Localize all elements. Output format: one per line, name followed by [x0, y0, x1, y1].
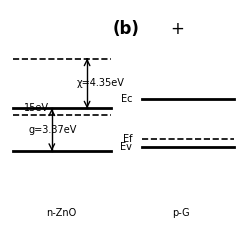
Text: g=3.37eV: g=3.37eV [28, 125, 77, 135]
Text: 15eV: 15eV [24, 103, 49, 114]
Text: (b): (b) [113, 20, 140, 38]
Text: Ef: Ef [123, 134, 132, 144]
Text: +: + [170, 20, 184, 38]
Text: n-ZnO: n-ZnO [46, 208, 77, 218]
Text: χ=4.35eV: χ=4.35eV [76, 78, 124, 88]
Text: p-G: p-G [172, 208, 190, 218]
Text: Ec: Ec [121, 94, 132, 104]
Text: Ev: Ev [120, 142, 132, 152]
